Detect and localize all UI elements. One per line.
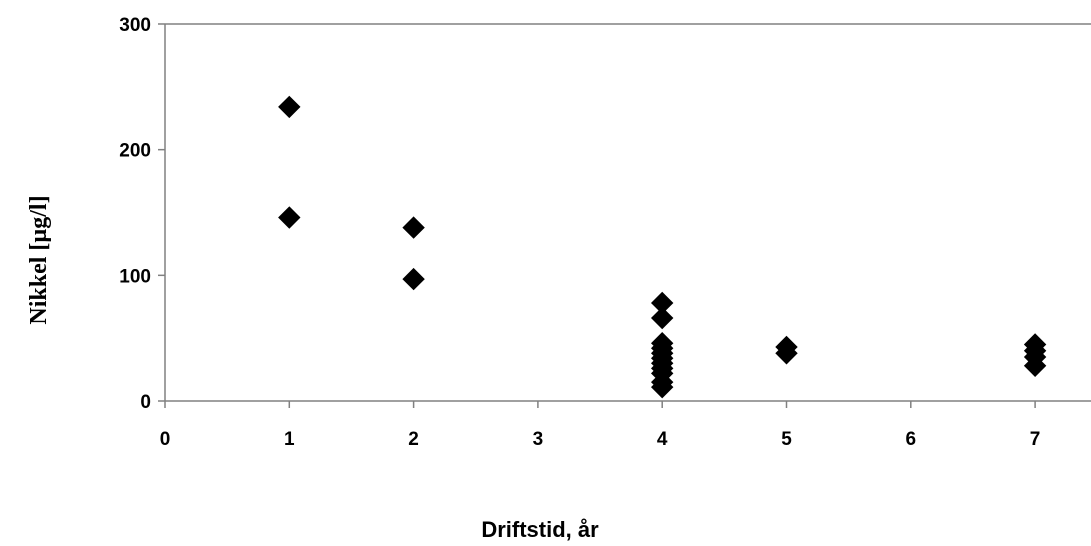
x-tick-label: 6 (906, 429, 917, 450)
y-tick-label: 200 (119, 141, 151, 162)
x-tick-label: 0 (160, 429, 171, 450)
data-point-marker (402, 216, 425, 239)
x-tick-label: 1 (284, 429, 295, 450)
x-axis-ticks: 0 1 2 3 4 5 6 7 (160, 401, 1041, 450)
x-tick-label: 3 (533, 429, 544, 450)
data-point-marker (1023, 354, 1047, 378)
x-tick-label: 2 (408, 429, 419, 450)
axes (164, 23, 1091, 402)
x-axis-label: Driftstid, år (481, 517, 599, 542)
data-point-marker (775, 342, 798, 365)
data-point-marker (650, 375, 674, 399)
data-point-marker (278, 206, 301, 229)
y-tick-label: 0 (140, 392, 151, 413)
x-tick-label: 5 (781, 429, 792, 450)
y-tick-label: 300 (119, 15, 151, 36)
y-axis-label: Nikkel [µg/l] (26, 195, 52, 324)
data-point-marker (402, 267, 425, 291)
data-point-marker (278, 95, 301, 119)
data-point-marker (650, 306, 674, 330)
y-axis-ticks: 0 100 200 300 (119, 15, 165, 413)
x-tick-label: 4 (657, 429, 668, 450)
data-points (278, 95, 1047, 399)
x-tick-label: 7 (1030, 429, 1041, 450)
y-tick-label: 100 (119, 266, 151, 287)
